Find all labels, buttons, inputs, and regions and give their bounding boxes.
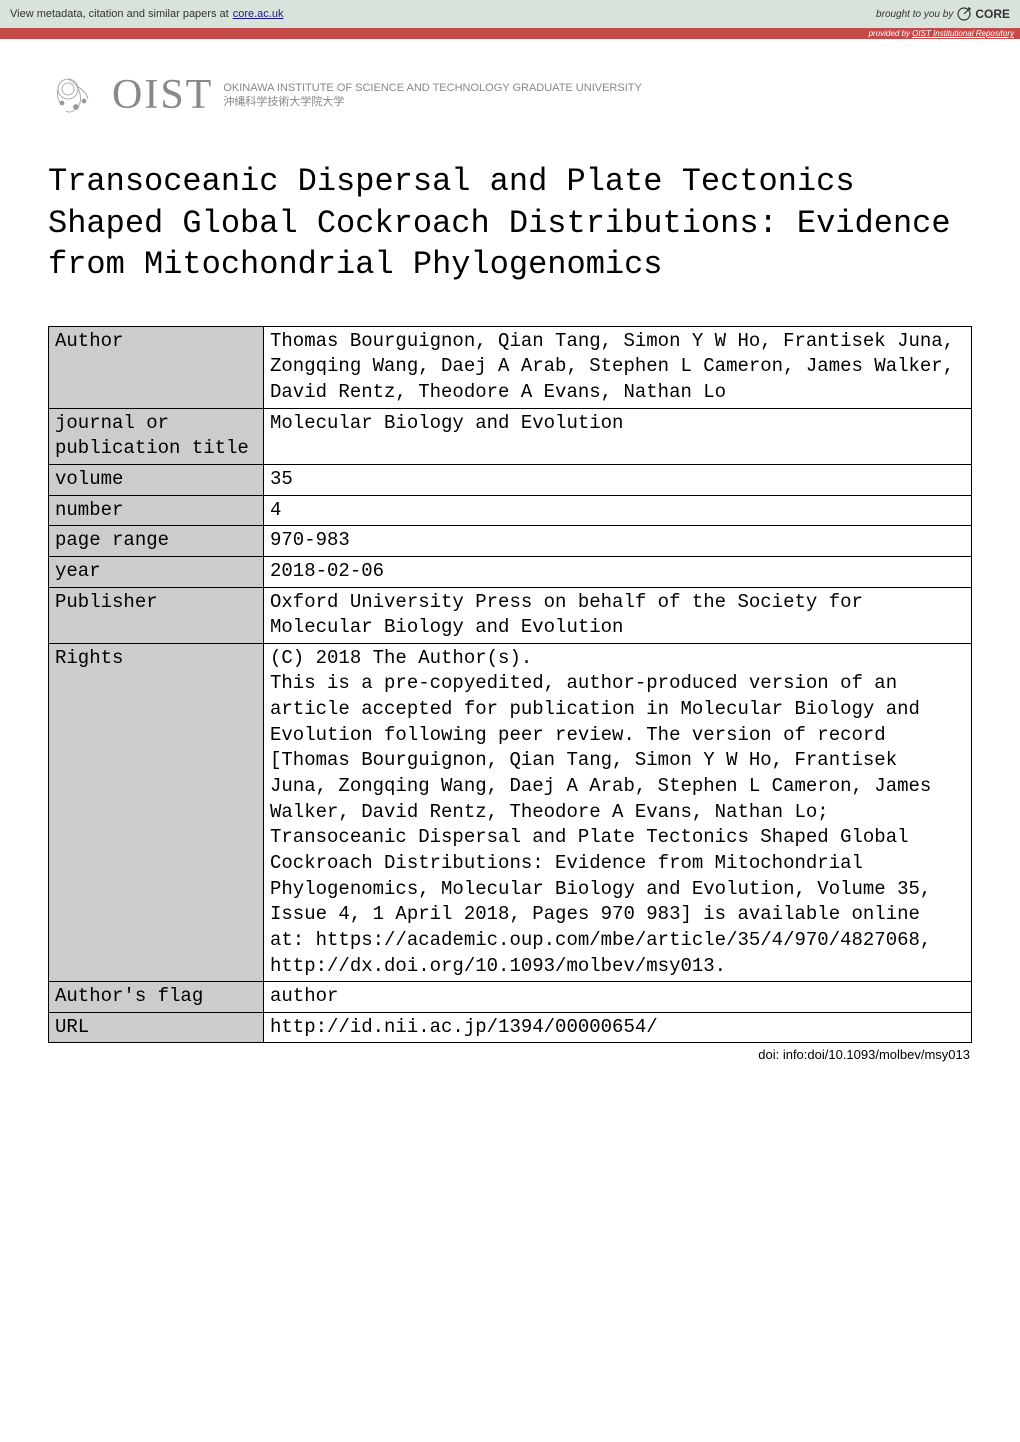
table-row: Rights(C) 2018 The Author(s). This is a … [49,643,972,981]
table-value: http://id.nii.ac.jp/1394/00000654/ [264,1012,972,1043]
table-row: AuthorThomas Bourguignon, Qian Tang, Sim… [49,326,972,408]
table-label: URL [49,1012,264,1043]
table-label: volume [49,464,264,495]
table-value: 2018-02-06 [264,556,972,587]
metadata-prefix: View metadata, citation and similar pape… [10,8,229,20]
core-icon [957,7,971,21]
table-row: URLhttp://id.nii.ac.jp/1394/00000654/ [49,1012,972,1043]
metadata-table-body: AuthorThomas Bourguignon, Qian Tang, Sim… [49,326,972,1043]
table-label: Author [49,326,264,408]
table-label: page range [49,526,264,557]
oist-name-en: OKINAWA INSTITUTE OF SCIENCE AND TECHNOL… [223,81,641,95]
table-value: Thomas Bourguignon, Qian Tang, Simon Y W… [264,326,972,408]
provided-by-bar: provided by OIST Institutional Repositor… [0,28,1020,39]
top-banner: View metadata, citation and similar pape… [0,0,1020,28]
oist-acronym: OIST [112,71,213,119]
provided-by-prefix: provided by [869,29,913,38]
table-label: journal or publication title [49,408,264,464]
table-label: number [49,495,264,526]
table-value: Oxford University Press on behalf of the… [264,587,972,643]
table-value: 970-983 [264,526,972,557]
doi-footer: doi: info:doi/10.1093/molbev/msy013 [48,1047,972,1062]
page-content: OIST OKINAWA INSTITUTE OF SCIENCE AND TE… [0,39,1020,1092]
table-row: year2018-02-06 [49,556,972,587]
oist-text-block: OIST OKINAWA INSTITUTE OF SCIENCE AND TE… [112,71,642,119]
oist-emblem-icon [48,69,100,121]
metadata-table: AuthorThomas Bourguignon, Qian Tang, Sim… [48,326,972,1044]
article-title: Transoceanic Dispersal and Plate Tectoni… [48,161,972,286]
brought-by-text: brought to you by [876,9,953,20]
oist-name-jp: 沖縄科学技術大学院大学 [223,95,641,109]
table-row: page range970-983 [49,526,972,557]
core-brand-label: CORE [975,7,1010,21]
table-row: journal or publication titleMolecular Bi… [49,408,972,464]
table-value: (C) 2018 The Author(s). This is a pre-co… [264,643,972,981]
table-value: Molecular Biology and Evolution [264,408,972,464]
table-row: volume35 [49,464,972,495]
core-link[interactable]: core.ac.uk [233,8,284,20]
institution-logo-row: OIST OKINAWA INSTITUTE OF SCIENCE AND TE… [48,69,972,121]
table-value: 35 [264,464,972,495]
provided-by-link[interactable]: OIST Institutional Repository [912,29,1014,38]
table-row: PublisherOxford University Press on beha… [49,587,972,643]
table-value: 4 [264,495,972,526]
table-row: number4 [49,495,972,526]
table-value: author [264,982,972,1013]
table-label: Author's flag [49,982,264,1013]
top-banner-right: brought to you by CORE [876,7,1010,21]
oist-full-name: OKINAWA INSTITUTE OF SCIENCE AND TECHNOL… [223,81,641,110]
table-label: year [49,556,264,587]
table-label: Rights [49,643,264,981]
top-banner-left: View metadata, citation and similar pape… [10,8,283,20]
table-label: Publisher [49,587,264,643]
table-row: Author's flagauthor [49,982,972,1013]
